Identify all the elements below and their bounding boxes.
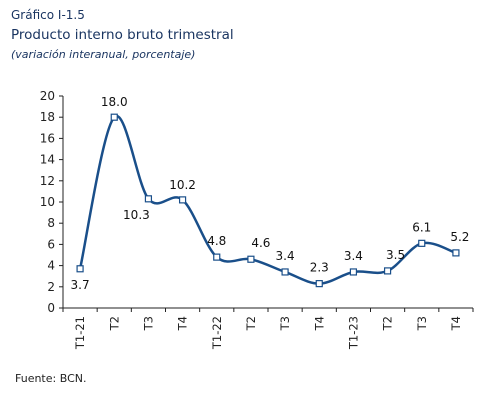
data-label: 6.1	[412, 220, 431, 234]
data-label: 18.0	[101, 95, 128, 109]
data-label: 4.8	[207, 234, 226, 248]
x-tick-label: T1-21	[73, 316, 87, 350]
data-label: 3.5	[386, 248, 405, 262]
x-tick-label: T3	[415, 316, 429, 331]
data-label: 3.4	[344, 249, 363, 263]
x-tick-label: T3	[278, 316, 292, 331]
x-tick-label: T1-22	[210, 316, 224, 350]
chart-title: Producto interno bruto trimestral	[11, 27, 234, 43]
y-tick-label: 10	[40, 195, 55, 209]
y-tick-label: 20	[40, 89, 55, 103]
data-label: 10.3	[123, 208, 150, 222]
y-tick-label: 16	[40, 131, 55, 145]
y-tick-label: 6	[47, 237, 55, 251]
x-tick-label: T2	[381, 316, 395, 331]
data-point-marker	[452, 249, 460, 257]
x-tick-label: T4	[176, 316, 190, 331]
chart-subtitle: (variación interanual, porcentaje)	[11, 48, 196, 61]
x-axis: T1-21 T2 T3 T4 T1-22 T2 T3 T4 T1-23 T2 T3 T4	[62, 307, 474, 350]
y-tick-label: 2	[47, 280, 55, 294]
x-tick-label: T1-23	[346, 316, 360, 350]
data-label: 4.6	[251, 236, 270, 250]
data-label: 2.3	[310, 261, 329, 275]
x-tick-label: T4	[312, 316, 326, 331]
data-labels: 3.7 18.0 10.3 10.2 4.8 4.6 3.4 2.3 3.4 3.5 6.1 5.2	[71, 95, 470, 292]
figure-label: Gráfico I-1.5	[11, 8, 85, 22]
data-point-marker	[281, 268, 289, 276]
data-label: 3.4	[276, 249, 295, 263]
x-tick-label: T2	[244, 316, 258, 331]
y-tick-label: 12	[40, 174, 55, 188]
source-note: Fuente: BCN.	[15, 372, 87, 385]
y-axis: 0 2 4 6 8 10 12 14 16 18 20	[40, 89, 64, 315]
data-point-marker	[418, 239, 426, 247]
y-tick-label: 0	[47, 301, 55, 315]
y-tick-label: 8	[47, 216, 55, 230]
data-point-marker	[247, 255, 255, 263]
x-tick-label: T4	[449, 316, 463, 331]
data-point-marker	[213, 253, 221, 261]
x-tick-label: T3	[141, 316, 155, 331]
y-tick-label: 18	[40, 110, 55, 124]
data-point-marker	[315, 280, 323, 288]
data-point-marker	[144, 195, 153, 203]
x-tick-label: T2	[107, 316, 121, 331]
y-tick-label: 14	[40, 153, 55, 167]
data-point-marker	[383, 267, 392, 275]
data-point-marker	[178, 196, 187, 204]
series-group	[76, 113, 460, 288]
y-tick-label: 4	[47, 259, 55, 273]
data-label: 10.2	[169, 178, 196, 192]
data-label: 5.2	[450, 230, 469, 244]
data-point-marker	[110, 113, 118, 121]
data-point-marker	[76, 265, 84, 273]
data-point-marker	[349, 268, 358, 276]
data-label: 3.7	[71, 278, 90, 292]
